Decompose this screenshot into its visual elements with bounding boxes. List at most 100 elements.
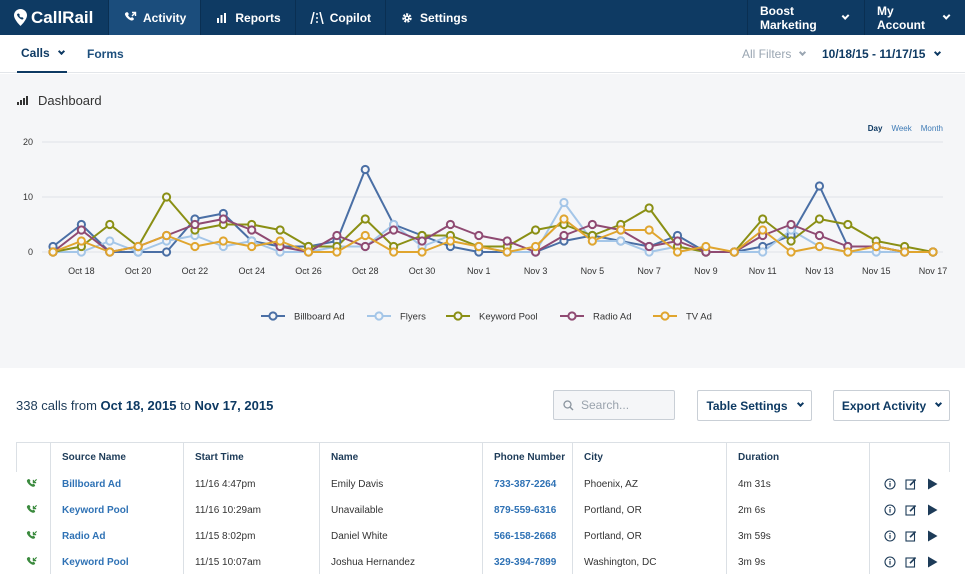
info-icon[interactable]	[884, 478, 896, 490]
data-point[interactable]	[758, 225, 768, 235]
data-point[interactable]	[786, 247, 796, 257]
tab-forms[interactable]: Forms	[87, 35, 124, 73]
legend-label[interactable]: Radio Ad	[593, 312, 632, 323]
edit-icon[interactable]	[905, 530, 917, 542]
play-icon[interactable]	[926, 504, 938, 516]
data-point[interactable]	[644, 203, 654, 213]
export-activity-button[interactable]: Export Activity	[833, 390, 950, 421]
table-row[interactable]: Billboard Ad 11/16 4:47pm Emily Davis 733-3…	[16, 471, 950, 497]
nav-tab-activity[interactable]: Activity	[108, 0, 201, 35]
data-point[interactable]	[474, 230, 484, 241]
data-point[interactable]	[218, 236, 228, 246]
header-duration[interactable]: Duration	[726, 443, 869, 472]
data-point[interactable]	[502, 236, 512, 246]
cell-phone-number[interactable]: 879-559-6316	[482, 497, 572, 523]
company-dropdown[interactable]: Boost Marketing	[747, 0, 864, 35]
search-input[interactable]	[581, 398, 666, 412]
cell-source-name[interactable]: Keyword Pool	[50, 549, 183, 574]
cell-phone-number[interactable]: 733-387-2264	[482, 471, 572, 497]
info-icon[interactable]	[884, 530, 896, 542]
data-point[interactable]	[161, 247, 172, 257]
edit-icon[interactable]	[905, 504, 917, 516]
data-point[interactable]	[814, 214, 825, 224]
play-icon[interactable]	[926, 530, 938, 542]
edit-icon[interactable]	[905, 478, 917, 490]
data-point[interactable]	[105, 247, 115, 257]
granularity-week[interactable]: Week	[891, 124, 912, 133]
data-point[interactable]	[190, 241, 200, 252]
cell-source-name[interactable]: Keyword Pool	[50, 497, 183, 523]
data-point[interactable]	[530, 225, 541, 235]
data-point[interactable]	[133, 241, 143, 252]
data-point[interactable]	[616, 225, 626, 235]
data-point[interactable]	[332, 247, 342, 257]
cell-source-name[interactable]: Radio Ad	[50, 523, 183, 549]
data-point[interactable]	[218, 214, 228, 224]
data-point[interactable]	[814, 230, 825, 241]
header-city[interactable]: City	[572, 443, 726, 472]
data-point[interactable]	[76, 236, 86, 246]
brand-logo[interactable]: CallRail	[0, 0, 108, 35]
table-settings-button[interactable]: Table Settings	[697, 390, 812, 421]
data-point[interactable]	[900, 247, 910, 257]
data-point[interactable]	[445, 219, 456, 230]
data-point[interactable]	[105, 219, 115, 230]
date-range-picker[interactable]: 10/18/15 - 11/17/15	[822, 35, 942, 73]
data-point[interactable]	[672, 236, 683, 246]
data-point[interactable]	[814, 241, 825, 252]
data-point[interactable]	[843, 247, 853, 257]
data-point[interactable]	[814, 181, 825, 191]
cell-phone-number[interactable]: 329-394-7899	[482, 549, 572, 574]
data-point[interactable]	[303, 247, 314, 257]
data-point[interactable]	[76, 225, 86, 235]
data-point[interactable]	[48, 247, 58, 257]
tab-calls[interactable]: Calls	[17, 35, 67, 73]
data-point[interactable]	[360, 230, 370, 241]
data-point[interactable]	[843, 219, 853, 230]
data-point[interactable]	[729, 247, 739, 257]
nav-tab-reports[interactable]: Reports	[200, 0, 294, 35]
cell-source-name[interactable]: Billboard Ad	[50, 471, 183, 497]
table-row[interactable]: Keyword Pool 11/15 10:07am Joshua Hernande…	[16, 549, 950, 574]
granularity-day[interactable]: Day	[867, 124, 883, 133]
data-point[interactable]	[445, 236, 456, 246]
info-icon[interactable]	[884, 556, 896, 568]
data-point[interactable]	[559, 214, 569, 224]
legend-label[interactable]: Billboard Ad	[294, 312, 345, 323]
data-point[interactable]	[672, 247, 683, 257]
nav-tab-copilot[interactable]: Copilot	[294, 0, 385, 35]
search-box[interactable]	[553, 390, 675, 420]
account-dropdown[interactable]: My Account	[864, 0, 965, 35]
play-icon[interactable]	[926, 556, 938, 568]
data-point[interactable]	[474, 241, 484, 252]
data-point[interactable]	[644, 241, 654, 252]
data-point[interactable]	[758, 247, 768, 257]
legend-label[interactable]: Flyers	[400, 312, 426, 323]
data-point[interactable]	[758, 214, 768, 224]
data-point[interactable]	[417, 236, 427, 246]
data-point[interactable]	[190, 219, 200, 230]
data-point[interactable]	[871, 241, 881, 252]
table-row[interactable]: Radio Ad 11/15 8:02pm Daniel White 566-158-…	[16, 523, 950, 549]
granularity-month[interactable]: Month	[920, 124, 943, 133]
data-point[interactable]	[275, 236, 285, 246]
data-point[interactable]	[559, 197, 569, 208]
data-point[interactable]	[105, 236, 115, 246]
data-point[interactable]	[644, 225, 654, 235]
data-point[interactable]	[786, 219, 796, 230]
data-point[interactable]	[587, 236, 597, 246]
data-point[interactable]	[616, 236, 626, 246]
data-point[interactable]	[161, 230, 172, 241]
header-start-time[interactable]: Start Time	[183, 443, 319, 472]
data-point[interactable]	[389, 247, 399, 257]
data-point[interactable]	[530, 241, 541, 252]
data-point[interactable]	[360, 164, 370, 175]
data-point[interactable]	[928, 247, 938, 257]
legend-label[interactable]: Keyword Pool	[479, 312, 538, 323]
table-row[interactable]: Keyword Pool 11/16 10:29am Unavailable 879-…	[16, 497, 950, 523]
data-point[interactable]	[275, 225, 285, 235]
nav-tab-settings[interactable]: Settings	[385, 0, 481, 35]
legend-label[interactable]: TV Ad	[686, 312, 712, 323]
header-name[interactable]: Name	[319, 443, 482, 472]
data-point[interactable]	[360, 241, 370, 252]
